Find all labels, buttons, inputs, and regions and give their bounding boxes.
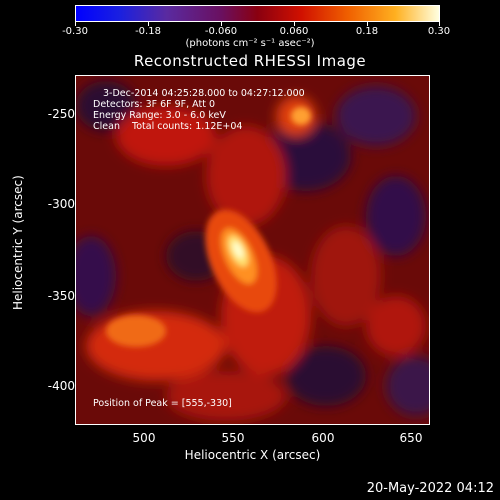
colorbar-tick-label: -0.30	[62, 26, 88, 37]
peak-position-info: Position of Peak = [555,-330]	[93, 398, 232, 409]
x-tick-label: 500	[132, 431, 156, 445]
y-tick-label: -350	[47, 289, 75, 303]
colorbar	[75, 5, 440, 22]
x-tick-label: 600	[311, 431, 335, 445]
y-axis-label: Heliocentric Y (arcsec)	[11, 175, 25, 310]
method-counts-info: Clean Total counts: 1.12E+04	[93, 121, 243, 132]
generated-timestamp: 20-May-2022 04:12	[366, 481, 494, 496]
y-tick-label: -250	[47, 107, 75, 121]
colorbar-tick-label: 0.18	[355, 26, 379, 37]
obs-time-range: 3-Dec-2014 04:25:28.000 to 04:27:12.000	[103, 88, 305, 99]
plot-title: Reconstructed RHESSI Image	[133, 52, 367, 70]
colorbar-tick-label: 0.060	[279, 26, 309, 37]
x-tick-label: 650	[399, 431, 423, 445]
y-tick-label: -400	[47, 379, 75, 393]
colorbar-tick-label: -0.18	[135, 26, 161, 37]
detectors-info: Detectors: 3F 6F 9F, Att 0	[93, 99, 216, 110]
rhessi-image	[75, 75, 430, 425]
energy-range-info: Energy Range: 3.0 - 6.0 keV	[93, 110, 226, 121]
x-tick-label: 550	[221, 431, 245, 445]
colorbar-units: (photons cm⁻² s⁻¹ asec⁻²)	[185, 38, 315, 49]
colorbar-tick-label: 0.30	[427, 26, 451, 37]
colorbar-tick-label: -0.060	[204, 26, 238, 37]
x-axis-label: Heliocentric X (arcsec)	[184, 448, 321, 462]
y-tick-label: -300	[47, 197, 75, 211]
rhessi-heatmap	[76, 76, 429, 424]
